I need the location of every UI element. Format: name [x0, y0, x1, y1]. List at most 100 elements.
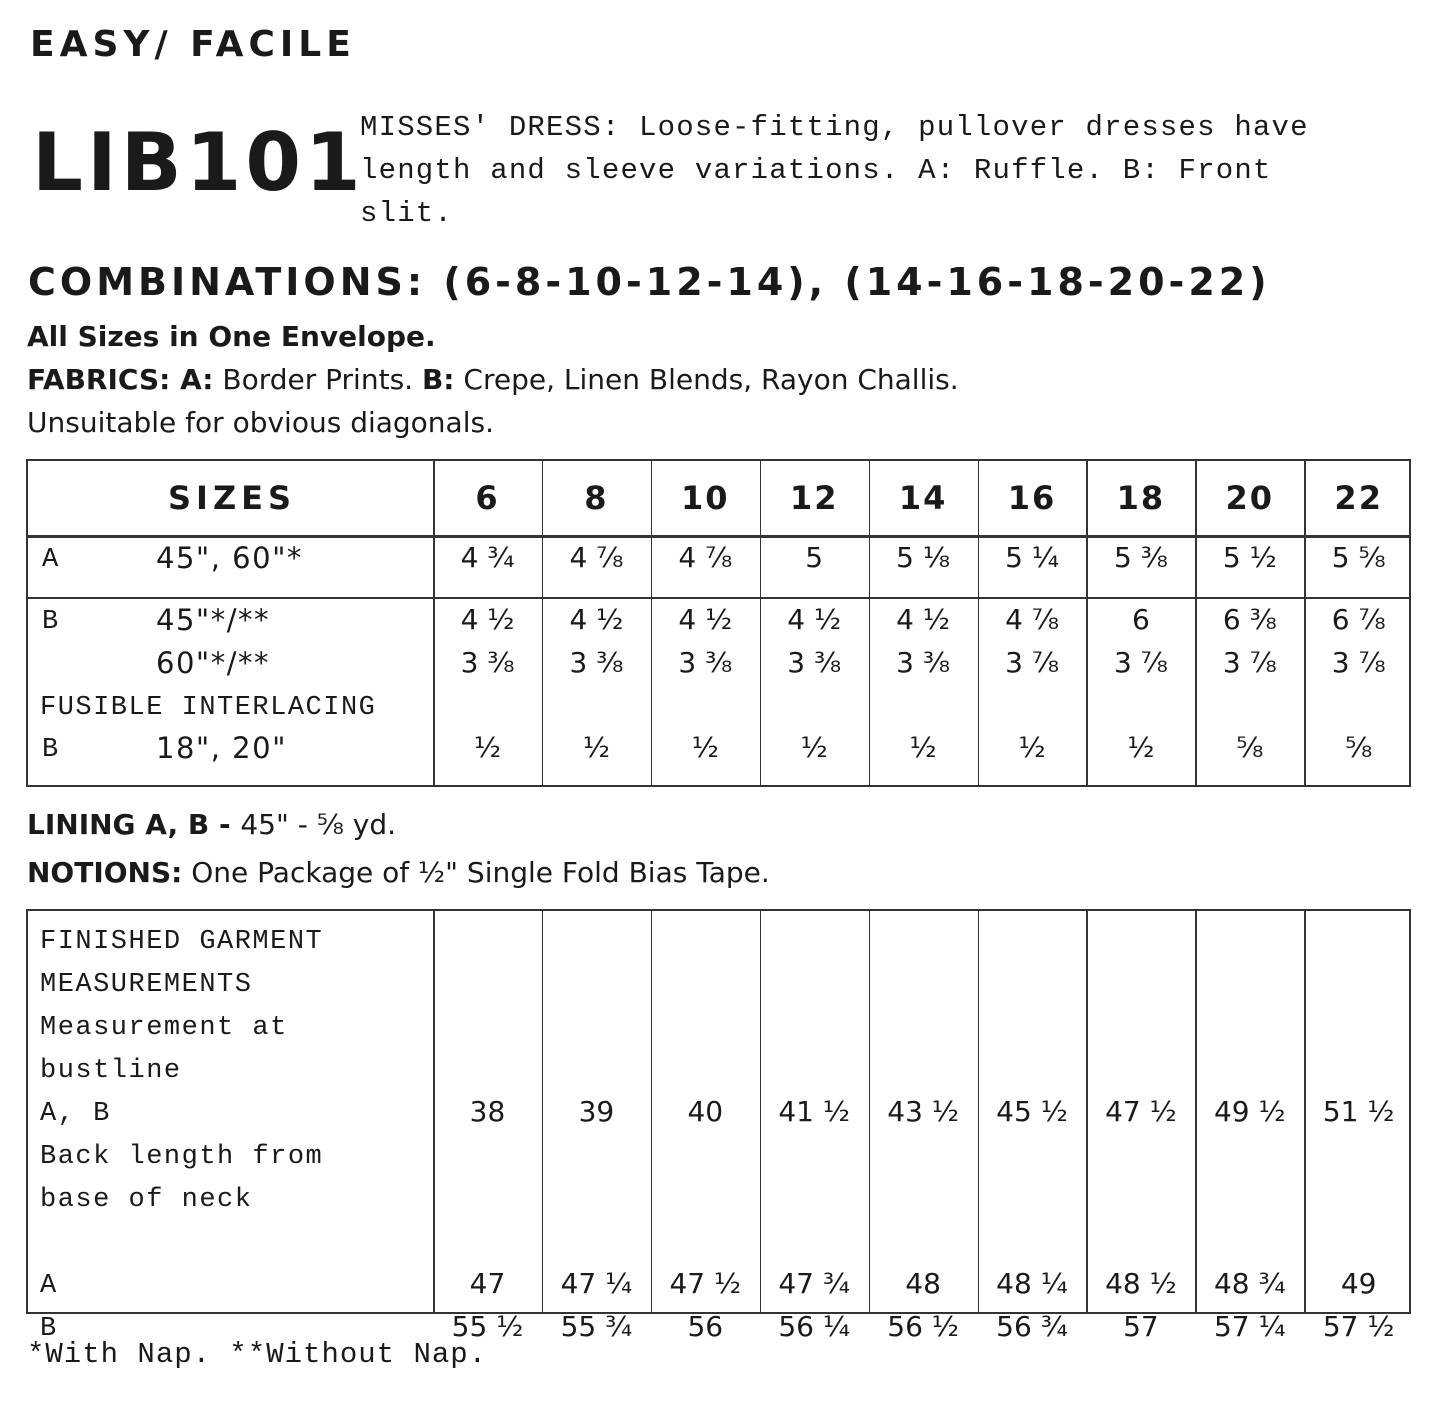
yardage-value: 5: [805, 541, 824, 574]
yardage-value: ⁵⁄₈: [1236, 731, 1264, 764]
yardage-value: ¹⁄₂: [800, 731, 828, 764]
fabrics-a: Border Prints.: [213, 363, 422, 396]
all-sizes-note: All Sizes in One Envelope.: [27, 320, 436, 353]
measurement-value: 51 ¹⁄₂: [1322, 1095, 1395, 1128]
yardage-value: 6 ³⁄₈: [1222, 603, 1277, 636]
yardage-value: ¹⁄₂: [691, 731, 719, 764]
column-divider: [868, 461, 871, 785]
measurement-value: 40: [687, 1095, 724, 1128]
measurement-value: 55 ¹⁄₂: [451, 1310, 524, 1343]
size-header: 20: [1225, 479, 1275, 517]
yardage-value: ¹⁄₂: [1018, 731, 1046, 764]
yardage-value: 3 ³⁄₈: [460, 646, 515, 679]
row-fabric-width: 18", 20": [156, 731, 287, 765]
size-header: 22: [1334, 479, 1383, 517]
size-header: 10: [681, 479, 730, 517]
lining-text: 45" - ⁵⁄₈ yd.: [240, 808, 396, 841]
combinations: COMBINATIONS: (6-8-10-12-14), (14-16-18-…: [28, 260, 1271, 304]
yardage-value: 4 ¹⁄₂: [569, 603, 624, 636]
yardage-value: ¹⁄₂: [1127, 731, 1155, 764]
lining-line: LINING A, B - 45" - ⁵⁄₈ yd.: [27, 808, 396, 841]
measurement-value: 47 ¹⁄₂: [669, 1267, 742, 1300]
column-divider: [1195, 461, 1197, 785]
measurement-value: 57: [1123, 1310, 1159, 1343]
column-divider: [650, 461, 653, 785]
yardage-value: 3 ³⁄₈: [569, 646, 624, 679]
yardage-value: 3 ³⁄₈: [896, 646, 951, 679]
yardage-value: 3 ⁷⁄₈: [1331, 646, 1386, 679]
yardage-value: ¹⁄₂: [909, 731, 937, 764]
measurement-label: B: [40, 1314, 58, 1344]
measurement-value: 48 ¹⁄₄: [996, 1267, 1068, 1300]
fabrics-label: FABRICS: A:: [27, 363, 214, 396]
column-divider: [650, 911, 653, 1312]
measurement-value: 38: [469, 1095, 506, 1128]
yardage-value: 4 ¹⁄₂: [787, 603, 842, 636]
header-divider: [28, 535, 1409, 538]
column-divider: [541, 461, 544, 785]
measurement-value: 56 ¹⁄₂: [887, 1310, 959, 1343]
row-fabric-width: 45"*/**: [156, 603, 271, 637]
yardage-value: 3 ⁷⁄₈: [1113, 646, 1168, 679]
measurement-value: 49: [1340, 1267, 1377, 1300]
sizes-header: SIZES: [168, 479, 297, 517]
measurement-value: 56: [687, 1310, 724, 1343]
yardage-value: 6 ⁷⁄₈: [1331, 603, 1386, 636]
yardage-value: ¹⁄₂: [582, 731, 610, 764]
yardage-value: 3 ³⁄₈: [678, 646, 733, 679]
measurement-label: base of neck: [40, 1185, 253, 1215]
yardage-value: 3 ³⁄₈: [787, 646, 842, 679]
size-header: 8: [584, 479, 609, 517]
column-divider: [759, 461, 762, 785]
measurements-table: FINISHED GARMENT MEASUREMENTS Measurement …: [26, 909, 1411, 1344]
pattern-description: MISSES' DRESS: Loose-fitting, pullover d…: [360, 111, 1309, 230]
measurement-value: 56 ³⁄₄: [996, 1310, 1068, 1343]
measurement-label: bustline: [40, 1056, 182, 1086]
unsuitable-note: Unsuitable for obvious diagonals.: [27, 406, 494, 439]
measurement-value: 47 ¹⁄₂: [1105, 1095, 1177, 1128]
notions-label: NOTIONS:: [27, 856, 183, 889]
size-header: 18: [1116, 479, 1166, 517]
column-divider: [759, 911, 762, 1312]
column-divider: [868, 911, 871, 1312]
measurement-value: 47: [469, 1267, 506, 1300]
measurement-value: 48 ¹⁄₂: [1105, 1267, 1177, 1300]
column-divider: [1304, 461, 1306, 785]
column-divider: [433, 461, 435, 785]
measurement-label: A, B: [40, 1099, 111, 1129]
fabrics-b-label: B:: [421, 363, 455, 396]
measurement-label: Measurement at: [40, 1013, 288, 1043]
measurement-label: A: [40, 1271, 58, 1301]
yardage-value: 5 ¹⁄₄: [1005, 541, 1059, 574]
yardage-value: 5 ⁵⁄₈: [1331, 541, 1386, 574]
yardage-value: 4 ⁷⁄₈: [678, 541, 733, 574]
measurement-value: 57 ¹⁄₄: [1213, 1310, 1286, 1343]
yardage-value: 4 ⁷⁄₈: [1005, 603, 1059, 636]
measurement-value: 48: [905, 1267, 941, 1300]
row-divider: [28, 597, 1409, 599]
column-divider: [1304, 911, 1306, 1312]
lining-label: LINING A, B -: [27, 808, 241, 841]
yardage-value: 3 ⁷⁄₈: [1222, 646, 1277, 679]
measurement-value: 45 ¹⁄₂: [996, 1095, 1068, 1128]
column-divider: [977, 461, 979, 785]
notions-text: One Package of ¹⁄₂" Single Fold Bias Tap…: [182, 856, 770, 889]
measurement-value: 47 ¹⁄₄: [560, 1267, 633, 1300]
yardage-value: 4 ³⁄₄: [460, 541, 515, 574]
fabrics-line: FABRICS: A: Border Prints. B: Crepe, Lin…: [27, 363, 959, 396]
difficulty-label: EASY/ FACILE: [30, 24, 356, 65]
yardage-value: 6: [1131, 603, 1150, 636]
row-view-label: FUSIBLE INTERLACING: [40, 693, 377, 723]
column-divider: [1195, 911, 1197, 1312]
yardage-value: 5 ¹⁄₂: [1222, 541, 1277, 574]
yardage-value: 4 ¹⁄₂: [460, 603, 515, 636]
row-view-label: B: [42, 735, 60, 765]
measurement-value: 55 ³⁄₄: [560, 1310, 633, 1343]
yardage-value: 4 ⁷⁄₈: [569, 541, 624, 574]
size-header: 16: [1007, 479, 1057, 517]
column-divider: [433, 911, 435, 1312]
yardage-value: 4 ¹⁄₂: [678, 603, 733, 636]
column-divider: [977, 911, 979, 1312]
row-view-label: B: [42, 607, 60, 637]
size-header: 12: [789, 479, 839, 517]
